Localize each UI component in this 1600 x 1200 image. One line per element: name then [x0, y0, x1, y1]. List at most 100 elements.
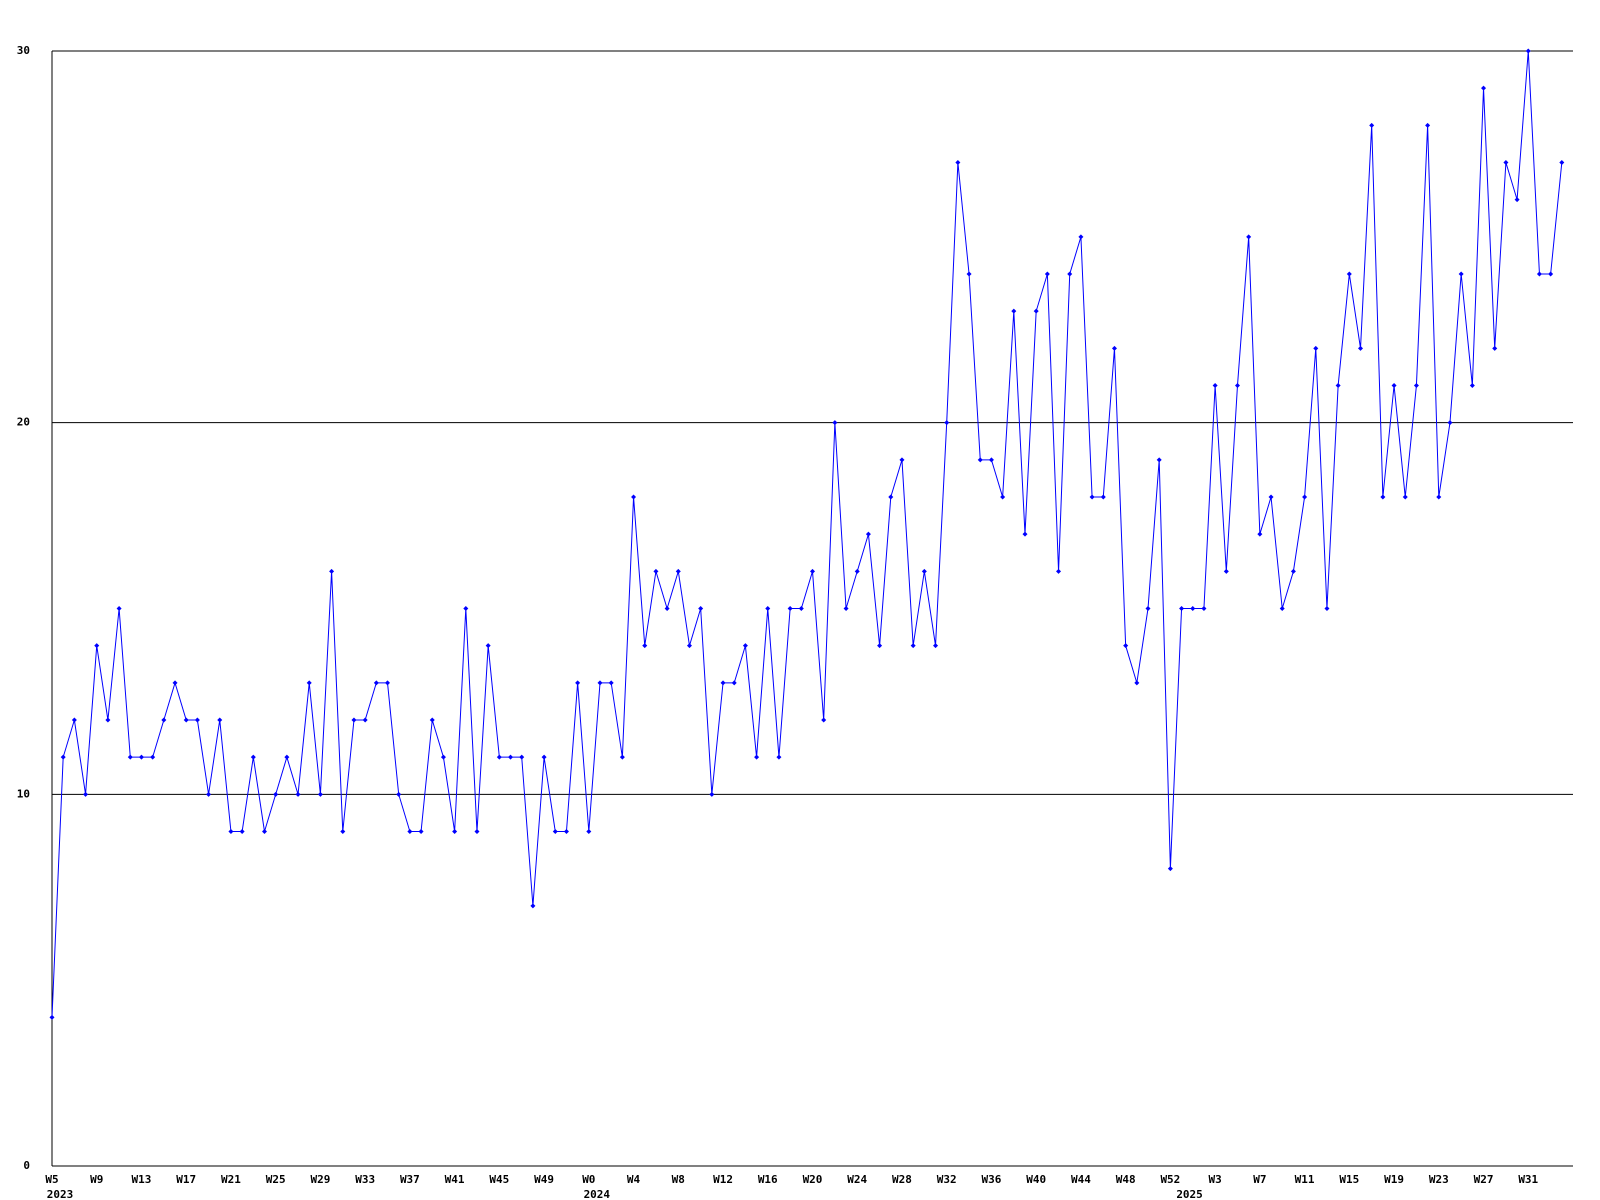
point-marker [541, 754, 547, 760]
point-marker [351, 717, 357, 723]
point-marker [1268, 494, 1274, 500]
point-marker [317, 791, 323, 797]
x-tick-label: W11 [1295, 1173, 1315, 1186]
point-marker [810, 568, 815, 574]
point-marker [1290, 568, 1296, 574]
x-tick-label: W0 [582, 1173, 595, 1186]
point-marker [1056, 568, 1062, 574]
point-marker [138, 754, 144, 760]
point-marker [1413, 383, 1419, 388]
point-marker [563, 829, 569, 834]
point-marker [754, 754, 760, 760]
point-marker [1201, 606, 1207, 611]
point-marker [485, 643, 491, 649]
point-marker [631, 494, 637, 500]
point-marker [619, 754, 625, 760]
point-marker [642, 643, 648, 649]
point-marker [854, 568, 860, 574]
x-tick-label: W40 [1026, 1173, 1046, 1186]
point-marker [1514, 197, 1520, 203]
point-marker [508, 754, 514, 760]
point-marker [1402, 494, 1408, 500]
point-marker [161, 717, 167, 723]
point-marker [1123, 643, 1129, 649]
point-marker [1425, 122, 1431, 128]
x-tick-label: W4 [627, 1173, 641, 1186]
point-marker [720, 680, 726, 686]
point-marker [1503, 160, 1509, 165]
point-marker [709, 791, 715, 797]
point-marker [877, 643, 883, 649]
x-tick-label: W49 [534, 1173, 554, 1186]
point-marker [407, 829, 413, 834]
point-marker [1358, 345, 1364, 351]
point-marker [731, 680, 737, 686]
point-marker [586, 829, 592, 834]
point-marker [966, 271, 972, 277]
point-marker [944, 420, 950, 426]
point-marker [865, 531, 871, 537]
x-tick-label: W48 [1116, 1173, 1136, 1186]
point-marker [888, 494, 894, 500]
x-tick-label: W3 [1208, 1173, 1221, 1186]
point-marker [1033, 308, 1039, 314]
point-marker [1179, 606, 1185, 611]
point-marker [1022, 531, 1028, 537]
point-marker [955, 160, 961, 165]
point-marker [1111, 345, 1117, 351]
point-marker [1369, 122, 1375, 128]
point-marker [575, 680, 581, 686]
point-marker [843, 606, 849, 611]
x-tick-label: W13 [132, 1173, 152, 1186]
point-marker [1279, 606, 1285, 611]
point-marker [217, 717, 223, 723]
x-tick-label: W37 [400, 1173, 420, 1186]
point-marker [183, 717, 189, 723]
point-marker [1145, 606, 1151, 611]
point-marker [988, 457, 994, 463]
point-marker [239, 829, 245, 834]
point-marker [1000, 494, 1006, 500]
x-tick-label: W24 [847, 1173, 867, 1186]
point-marker [910, 643, 916, 649]
point-marker [1559, 160, 1565, 165]
point-marker [698, 606, 704, 611]
x-tick-label: W33 [355, 1173, 375, 1186]
point-marker [1257, 531, 1263, 537]
x-tick-label: W19 [1384, 1173, 1404, 1186]
point-marker [228, 829, 234, 834]
point-marker [1492, 345, 1498, 351]
point-marker [1212, 383, 1218, 388]
x-tick-label: W29 [310, 1173, 330, 1186]
point-marker [340, 829, 346, 834]
point-marker [1089, 494, 1095, 500]
y-tick-label: 30 [17, 44, 30, 57]
x-tick-label: W12 [713, 1173, 733, 1186]
point-marker [1190, 606, 1196, 611]
x-tick-label: W44 [1071, 1173, 1091, 1186]
point-marker [821, 717, 827, 723]
series-line [51, 50, 1563, 1018]
point-marker [1436, 494, 1442, 500]
x-tick-label: W16 [758, 1173, 778, 1186]
point-marker [385, 680, 391, 686]
point-marker [306, 680, 312, 686]
x-tick-label: W45 [489, 1173, 509, 1186]
point-marker [440, 754, 446, 760]
point-marker [1302, 494, 1308, 500]
x-tick-label: W52 [1160, 1173, 1180, 1186]
point-marker [94, 643, 100, 649]
year-label: 2025 [1176, 1188, 1203, 1200]
point-marker [1167, 866, 1173, 872]
point-marker [1313, 345, 1319, 351]
x-tick-label: W5 [45, 1173, 58, 1186]
x-tick-label: W9 [90, 1173, 103, 1186]
point-marker [742, 643, 748, 649]
x-tick-label: W41 [445, 1173, 465, 1186]
point-marker [83, 791, 89, 797]
point-marker [1234, 383, 1240, 388]
x-tick-label: W20 [803, 1173, 823, 1186]
x-tick-label: W27 [1474, 1173, 1494, 1186]
point-marker [1078, 234, 1084, 240]
point-marker [474, 829, 480, 834]
